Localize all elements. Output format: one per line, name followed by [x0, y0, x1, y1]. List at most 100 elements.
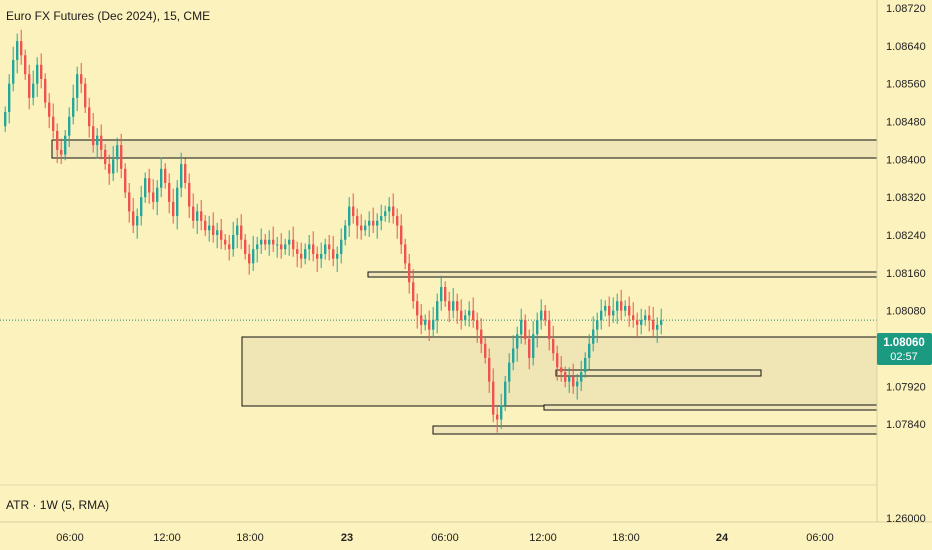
zone-small-demand[interactable]: [555, 369, 762, 377]
candle[interactable]: [296, 249, 299, 254]
candle[interactable]: [88, 107, 91, 127]
candle[interactable]: [364, 225, 367, 231]
time-axis[interactable]: 06:00 12:00 18:00 23 06:00 12:00 18:00 24 06:00: [56, 532, 834, 544]
candle[interactable]: [348, 206, 351, 226]
candle[interactable]: [556, 353, 559, 368]
candle[interactable]: [68, 116, 71, 136]
candle[interactable]: [464, 315, 467, 321]
zone-lower-demand[interactable]: [543, 404, 878, 411]
candle[interactable]: [552, 339, 555, 354]
candle[interactable]: [60, 149, 63, 155]
candle[interactable]: [260, 239, 263, 245]
candle[interactable]: [544, 310, 547, 321]
candle[interactable]: [300, 253, 303, 259]
candle[interactable]: [424, 320, 427, 325]
candle[interactable]: [604, 305, 607, 311]
candle[interactable]: [240, 225, 243, 240]
candle[interactable]: [416, 301, 419, 316]
candle[interactable]: [12, 60, 15, 84]
candle[interactable]: [444, 287, 447, 302]
candle[interactable]: [404, 244, 407, 264]
candle[interactable]: [632, 315, 635, 321]
candle[interactable]: [140, 197, 143, 217]
candle[interactable]: [380, 216, 383, 221]
candle[interactable]: [356, 216, 359, 226]
candle[interactable]: [120, 145, 123, 169]
candle[interactable]: [388, 206, 391, 212]
candle[interactable]: [460, 310, 463, 321]
candle[interactable]: [188, 182, 191, 207]
candle[interactable]: [660, 320, 663, 325]
candle[interactable]: [636, 320, 639, 325]
candle[interactable]: [132, 211, 135, 226]
candle[interactable]: [232, 235, 235, 250]
candle[interactable]: [180, 164, 183, 188]
candle[interactable]: [476, 320, 479, 330]
candle[interactable]: [580, 372, 583, 382]
candle[interactable]: [32, 83, 35, 98]
candle[interactable]: [104, 149, 107, 165]
candle[interactable]: [372, 220, 375, 226]
candle[interactable]: [572, 376, 575, 387]
candle[interactable]: [228, 244, 231, 250]
candle[interactable]: [224, 239, 227, 245]
candle[interactable]: [492, 381, 495, 415]
candle[interactable]: [292, 239, 295, 250]
candle[interactable]: [656, 324, 659, 330]
candle[interactable]: [116, 145, 119, 160]
candle[interactable]: [564, 372, 567, 382]
candle[interactable]: [612, 310, 615, 316]
candle[interactable]: [560, 367, 563, 373]
candle[interactable]: [340, 239, 343, 254]
candle[interactable]: [128, 192, 131, 212]
candle[interactable]: [196, 211, 199, 221]
candle[interactable]: [324, 244, 327, 254]
candle[interactable]: [456, 301, 459, 311]
candle[interactable]: [452, 301, 455, 311]
indicator-label[interactable]: ATR · 1W (5, RMA): [6, 498, 109, 512]
candle[interactable]: [212, 225, 215, 235]
candle[interactable]: [508, 362, 511, 382]
candle[interactable]: [40, 64, 43, 79]
candle[interactable]: [92, 126, 95, 146]
candle[interactable]: [48, 102, 51, 117]
candle[interactable]: [584, 357, 587, 373]
candle[interactable]: [288, 239, 291, 245]
candle[interactable]: [596, 320, 599, 330]
candle[interactable]: [640, 320, 643, 325]
candle[interactable]: [520, 320, 523, 335]
candle[interactable]: [408, 263, 411, 283]
candle[interactable]: [328, 244, 331, 250]
candle[interactable]: [472, 310, 475, 321]
candle[interactable]: [360, 225, 363, 231]
candle[interactable]: [616, 301, 619, 311]
candle[interactable]: [252, 249, 255, 264]
candle[interactable]: [440, 287, 443, 302]
candle[interactable]: [304, 249, 307, 259]
candle[interactable]: [160, 168, 163, 188]
candle[interactable]: [276, 244, 279, 246]
candle[interactable]: [436, 301, 439, 321]
candle[interactable]: [44, 78, 47, 103]
candle[interactable]: [164, 168, 167, 183]
candle[interactable]: [256, 244, 259, 250]
candle[interactable]: [344, 225, 347, 240]
candle[interactable]: [244, 239, 247, 254]
zone-bottom-demand[interactable]: [432, 425, 878, 435]
candle[interactable]: [308, 244, 311, 250]
candle[interactable]: [280, 244, 283, 250]
candle[interactable]: [504, 381, 507, 406]
candle[interactable]: [316, 253, 319, 259]
candle[interactable]: [96, 135, 99, 146]
candle[interactable]: [432, 320, 435, 330]
candle[interactable]: [468, 310, 471, 316]
candle[interactable]: [652, 320, 655, 330]
candle[interactable]: [592, 329, 595, 344]
candle[interactable]: [384, 211, 387, 217]
candle[interactable]: [152, 192, 155, 202]
candle[interactable]: [524, 320, 527, 340]
candle[interactable]: [64, 135, 67, 155]
candle[interactable]: [56, 130, 59, 150]
candle[interactable]: [624, 305, 627, 311]
candle[interactable]: [540, 310, 543, 321]
